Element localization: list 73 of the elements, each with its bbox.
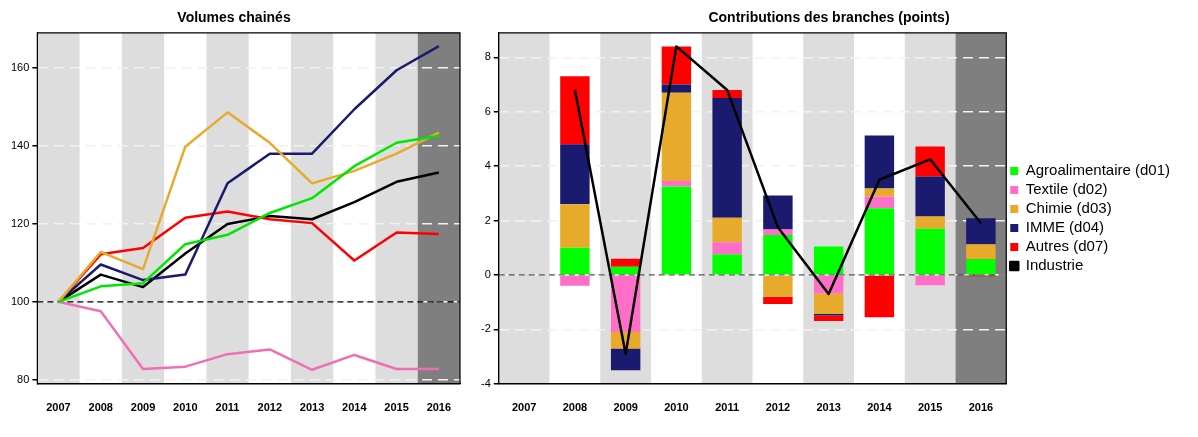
bar <box>763 275 793 297</box>
bar <box>712 242 742 255</box>
legend-label: Agroalimentaire (d01) <box>1025 161 1171 179</box>
x-tick-label: 2013 <box>299 401 325 414</box>
x-tick-label: 2008 <box>88 401 113 414</box>
legend-label: IMME (d04) <box>1025 218 1105 236</box>
y-tick-label: 0 <box>484 267 491 280</box>
y-tick-label: -4 <box>481 376 491 389</box>
y-tick-label: 100 <box>10 294 30 307</box>
bar <box>813 246 844 275</box>
bar <box>813 293 844 314</box>
y-tick-label: 2 <box>484 213 491 226</box>
bar <box>661 186 692 275</box>
bar <box>712 217 742 243</box>
bar <box>661 92 692 182</box>
y-tick-label: 120 <box>10 216 30 229</box>
x-tick-label: 2011 <box>215 401 240 414</box>
bar <box>661 84 692 93</box>
bar <box>610 348 641 371</box>
x-tick-label: 2014 <box>867 401 893 414</box>
bar <box>915 228 945 275</box>
x-tick-label: 2012 <box>257 401 283 414</box>
bar <box>915 216 945 229</box>
x-tick-label: 2016 <box>968 401 994 414</box>
bar <box>966 259 996 275</box>
legend-label: Textile (d02) <box>1025 180 1108 198</box>
x-tick-label: 2016 <box>426 401 452 414</box>
bar <box>712 89 742 99</box>
y-tick-label: -2 <box>481 322 491 335</box>
x-tick-label: 2010 <box>173 401 198 414</box>
bar <box>966 218 996 245</box>
x-tick-label: 2014 <box>342 401 368 414</box>
bar <box>712 98 742 218</box>
y-tick-label: 4 <box>484 159 491 172</box>
bar <box>560 275 590 286</box>
legend-label: Chimie (d03) <box>1025 199 1112 217</box>
bar <box>915 176 945 217</box>
bar <box>915 275 945 286</box>
bar <box>763 234 793 275</box>
bar <box>560 247 590 275</box>
bar <box>763 195 793 230</box>
bar <box>763 296 793 305</box>
bar <box>966 244 996 260</box>
chart-title: Volumes chainés <box>177 9 291 26</box>
chart-title: Contributions des branches (points) <box>708 9 950 26</box>
x-tick-label: 2013 <box>816 401 841 414</box>
bar <box>813 315 844 321</box>
y-tick-label: 80 <box>17 372 30 385</box>
x-tick-label: 2010 <box>664 401 689 414</box>
y-tick-label: 160 <box>10 60 30 73</box>
legend-label: Autres (d07) <box>1025 237 1109 255</box>
x-tick-label: 2015 <box>917 401 943 414</box>
bar <box>560 204 590 248</box>
y-tick-label: 140 <box>10 138 30 151</box>
x-tick-label: 2008 <box>562 401 588 414</box>
bar <box>560 144 590 205</box>
y-tick-label: 6 <box>484 104 491 117</box>
x-tick-label: 2007 <box>511 401 537 414</box>
legend-label: Industrie <box>1025 256 1084 274</box>
bar <box>864 275 895 318</box>
x-tick-label: 2011 <box>715 401 740 414</box>
bar <box>864 135 895 189</box>
x-tick-label: 2012 <box>765 401 791 414</box>
x-tick-label: 2009 <box>130 401 156 414</box>
x-tick-label: 2007 <box>46 401 71 414</box>
y-tick-label: 8 <box>484 50 491 63</box>
bar <box>610 258 641 267</box>
x-tick-label: 2009 <box>613 401 638 414</box>
x-tick-label: 2015 <box>384 401 409 414</box>
bar <box>560 76 590 145</box>
bar <box>661 181 692 187</box>
bar <box>864 208 895 275</box>
bar <box>712 254 742 275</box>
